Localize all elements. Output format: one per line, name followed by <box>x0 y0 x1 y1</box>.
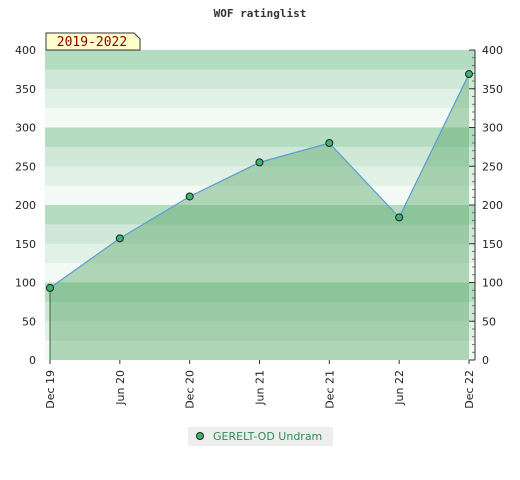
y-tick-label-right: 350 <box>482 83 503 96</box>
data-point <box>115 234 124 243</box>
data-points <box>46 70 473 292</box>
x-tick-label: Jun 21 <box>254 370 267 406</box>
y-tick-label-left: 200 <box>15 199 36 212</box>
y-tick-label-right: 150 <box>482 238 503 251</box>
y-tick-label-left: 100 <box>15 277 36 290</box>
y-tick-label-right: 50 <box>482 315 496 328</box>
x-tick-label: Dec 21 <box>323 370 336 409</box>
series-area <box>50 74 469 361</box>
period-badge-text: 2019-2022 <box>57 35 127 50</box>
y-tick-label-left: 50 <box>22 315 36 328</box>
x-tick-label: Dec 19 <box>44 370 57 409</box>
y-tick-label-left: 150 <box>15 238 36 251</box>
x-tick-label: Jun 22 <box>393 370 406 406</box>
x-tick-label: Dec 22 <box>463 370 476 409</box>
y-tick-label-right: 100 <box>482 277 503 290</box>
y-tick-label-left: 400 <box>15 44 36 57</box>
x-tick-label: Jun 20 <box>114 370 127 406</box>
y-tick-label-left: 350 <box>15 83 36 96</box>
legend-label: GERELT-OD Undram <box>213 430 322 443</box>
period-badge: 2019-2022 <box>45 32 141 51</box>
y-tick-label-right: 250 <box>482 160 503 173</box>
x-tick-label: Dec 20 <box>184 370 197 409</box>
data-point <box>465 70 473 79</box>
data-point <box>325 139 334 147</box>
y-tick-label-right: 200 <box>482 199 503 212</box>
axes: 0 0 50 50 100 100 150 150 200 200 250 250 300 300 350 3… <box>15 44 503 409</box>
data-point <box>395 213 404 222</box>
legend: GERELT-OD Undram <box>188 427 333 446</box>
y-tick-label-left: 250 <box>15 160 36 173</box>
data-point <box>185 192 194 201</box>
y-tick-label-right: 400 <box>482 44 503 57</box>
y-tick-label-left: 0 <box>29 354 36 367</box>
background-bands <box>45 50 475 361</box>
y-tick-label-right: 0 <box>482 354 489 367</box>
data-point <box>46 283 54 292</box>
chart-title: WOF ratinglist <box>214 7 307 20</box>
y-tick-label-left: 300 <box>15 122 36 135</box>
y-tick-label-right: 300 <box>482 122 503 135</box>
legend-marker <box>196 432 204 440</box>
data-point <box>255 158 264 167</box>
